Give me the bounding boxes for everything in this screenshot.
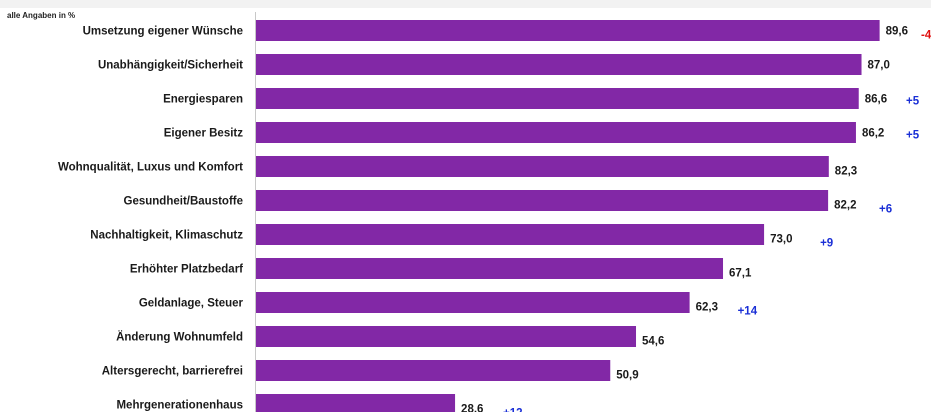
bar (256, 394, 456, 412)
category-label: Erhöhter Platzbedarf (130, 264, 243, 276)
change-label: +5 (906, 130, 920, 142)
category-label: Gesundheit/Baustoffe (124, 196, 243, 208)
change-label: +12 (503, 408, 523, 412)
value-label: 82,3 (835, 166, 857, 178)
category-label: Energiesparen (163, 94, 243, 106)
change-label: +6 (879, 204, 892, 216)
bar (256, 292, 690, 313)
category-label: Unabhängigkeit/Sicherheit (98, 60, 243, 72)
value-label: 50,9 (616, 370, 638, 382)
category-label: Umsetzung eigener Wünsche (83, 26, 243, 38)
bar (256, 224, 765, 245)
change-label: +14 (738, 306, 758, 318)
value-label: 28,6 (461, 404, 483, 412)
value-label: 73,0 (770, 234, 792, 246)
value-label: 87,0 (868, 60, 890, 72)
value-label: 82,2 (834, 200, 856, 212)
value-label: 62,3 (696, 302, 718, 314)
value-label: 86,2 (862, 128, 884, 140)
bar (256, 54, 862, 75)
category-label: Mehrgenerationenhaus (116, 400, 243, 412)
change-label: -4 (921, 30, 931, 42)
value-label: 86,6 (865, 94, 887, 106)
category-label: Wohnqualität, Luxus und Komfort (58, 162, 243, 174)
value-label: 54,6 (642, 336, 664, 348)
value-label: 67,1 (729, 268, 752, 280)
bar (256, 258, 724, 279)
category-label: Nachhaltigkeit, Klimaschutz (90, 230, 243, 242)
bar (256, 360, 611, 381)
top-band (0, 0, 931, 8)
category-label: Geldanlage, Steuer (139, 298, 244, 310)
bar (256, 20, 880, 41)
category-label: Änderung Wohnumfeld (116, 331, 243, 344)
category-label: Altersgerecht, barrierefrei (102, 366, 243, 378)
bar (256, 326, 637, 347)
bar (256, 88, 859, 109)
change-label: +9 (820, 238, 833, 250)
bar (256, 156, 829, 177)
category-label: Eigener Besitz (164, 128, 243, 140)
bar (256, 122, 856, 143)
units-note: alle Angaben in % (7, 11, 76, 20)
value-label: 89,6 (886, 26, 908, 38)
bar (256, 190, 829, 211)
change-label: +5 (906, 96, 920, 108)
